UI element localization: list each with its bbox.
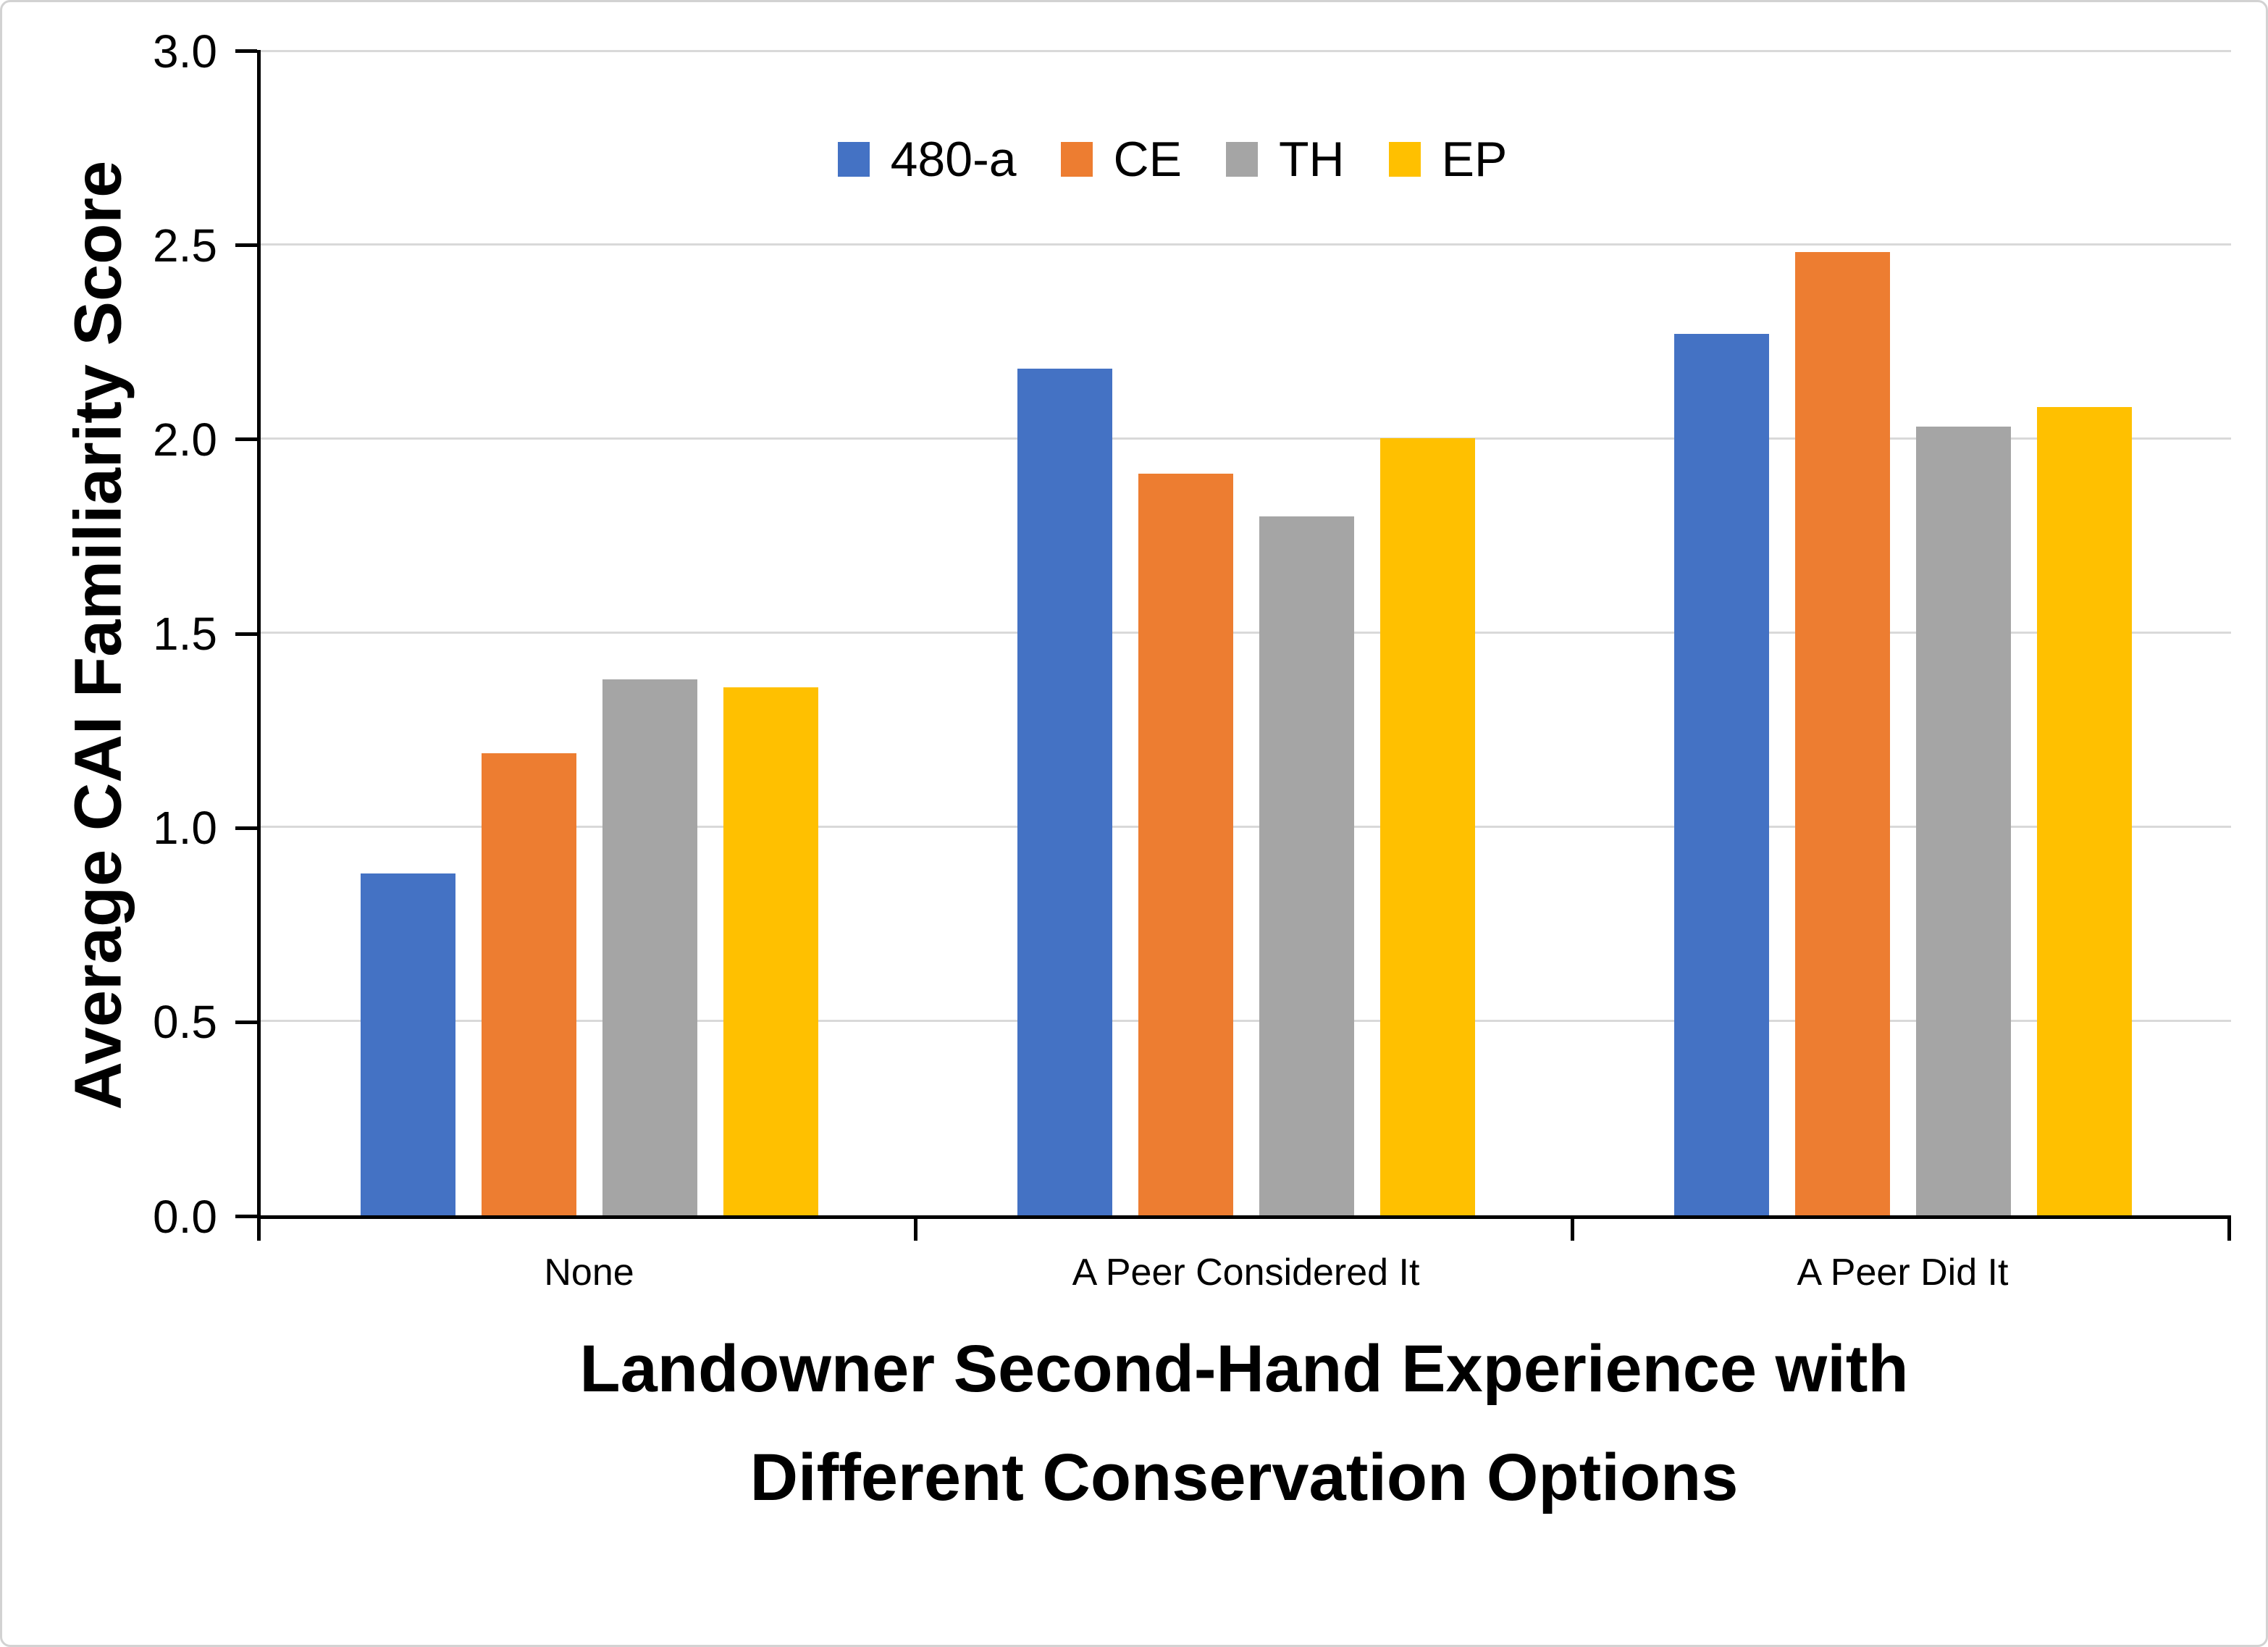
legend-marker-480-a <box>837 142 870 177</box>
x-category-label: None <box>544 1252 634 1294</box>
x-axis-tick <box>257 1219 261 1241</box>
gridline <box>261 50 2231 52</box>
bar-TH-none <box>602 679 697 1215</box>
legend-item-480-a: 480-a <box>837 132 1017 187</box>
x-axis-tick <box>2227 1219 2231 1241</box>
bar-CE-a-peer-did-it <box>1794 251 1890 1215</box>
bar-480-a-a-peer-considered-it <box>1017 368 1112 1215</box>
bar-CE-none <box>481 753 576 1215</box>
gridline <box>261 1020 2231 1023</box>
legend-marker-EP <box>1388 142 1421 177</box>
y-axis-tick <box>235 632 257 636</box>
y-axis-tick <box>235 243 257 248</box>
legend-marker-CE <box>1060 142 1093 177</box>
legend-label: CE <box>1113 132 1182 187</box>
legend-label: TH <box>1279 132 1345 187</box>
gridline <box>261 632 2231 634</box>
y-axis-tick <box>235 437 257 442</box>
plot-area <box>257 50 2231 1219</box>
y-axis-tick-label: 0.0 <box>153 1190 217 1243</box>
x-axis-title-line1: Landowner Second-Hand Experience with <box>579 1332 1909 1406</box>
y-axis-tick <box>235 49 257 53</box>
y-axis-tick-label: 1.5 <box>153 608 217 660</box>
bar-480-a-a-peer-did-it <box>1673 333 1769 1215</box>
bar-CE-a-peer-considered-it <box>1138 473 1233 1215</box>
x-axis-title: Landowner Second-Hand Experience with Di… <box>257 1315 2231 1532</box>
y-axis-tick <box>235 1215 257 1218</box>
y-axis-tick-label: 1.0 <box>153 802 217 855</box>
bar-EP-a-peer-did-it <box>2036 407 2132 1215</box>
legend-label: EP <box>1441 132 1508 187</box>
y-axis-tick-label: 2.0 <box>153 413 217 466</box>
gridline <box>261 826 2231 829</box>
x-axis-title-line2: Different Conservation Options <box>749 1441 1739 1514</box>
y-axis-tick-label: 2.5 <box>153 219 217 272</box>
x-category-label: A Peer Considered It <box>1072 1252 1420 1294</box>
legend-marker-TH <box>1226 142 1258 177</box>
bar-EP-none <box>723 687 818 1215</box>
x-axis-tick <box>914 1219 917 1241</box>
bar-480-a-none <box>360 873 455 1215</box>
chart-legend: 480-a CE TH EP <box>41 127 2266 192</box>
bar-EP-a-peer-considered-it <box>1379 438 1475 1215</box>
gridline <box>261 437 2231 440</box>
legend-item-CE: CE <box>1060 132 1182 187</box>
bar-TH-a-peer-considered-it <box>1259 516 1354 1215</box>
x-category-label: A Peer Did It <box>1797 1252 2009 1294</box>
bar-TH-a-peer-did-it <box>1915 427 2011 1215</box>
y-axis-tick <box>235 826 257 830</box>
y-axis-tick-label: 0.5 <box>153 996 217 1049</box>
gridline <box>261 243 2231 246</box>
legend-item-EP: EP <box>1388 132 1508 187</box>
y-axis-tick-label: 3.0 <box>153 25 217 77</box>
y-axis-tick <box>235 1020 257 1024</box>
legend-item-TH: TH <box>1226 133 1345 185</box>
plot-inner <box>261 50 2231 1215</box>
x-axis-tick <box>1571 1219 1574 1241</box>
legend-label: 480-a <box>890 132 1017 187</box>
